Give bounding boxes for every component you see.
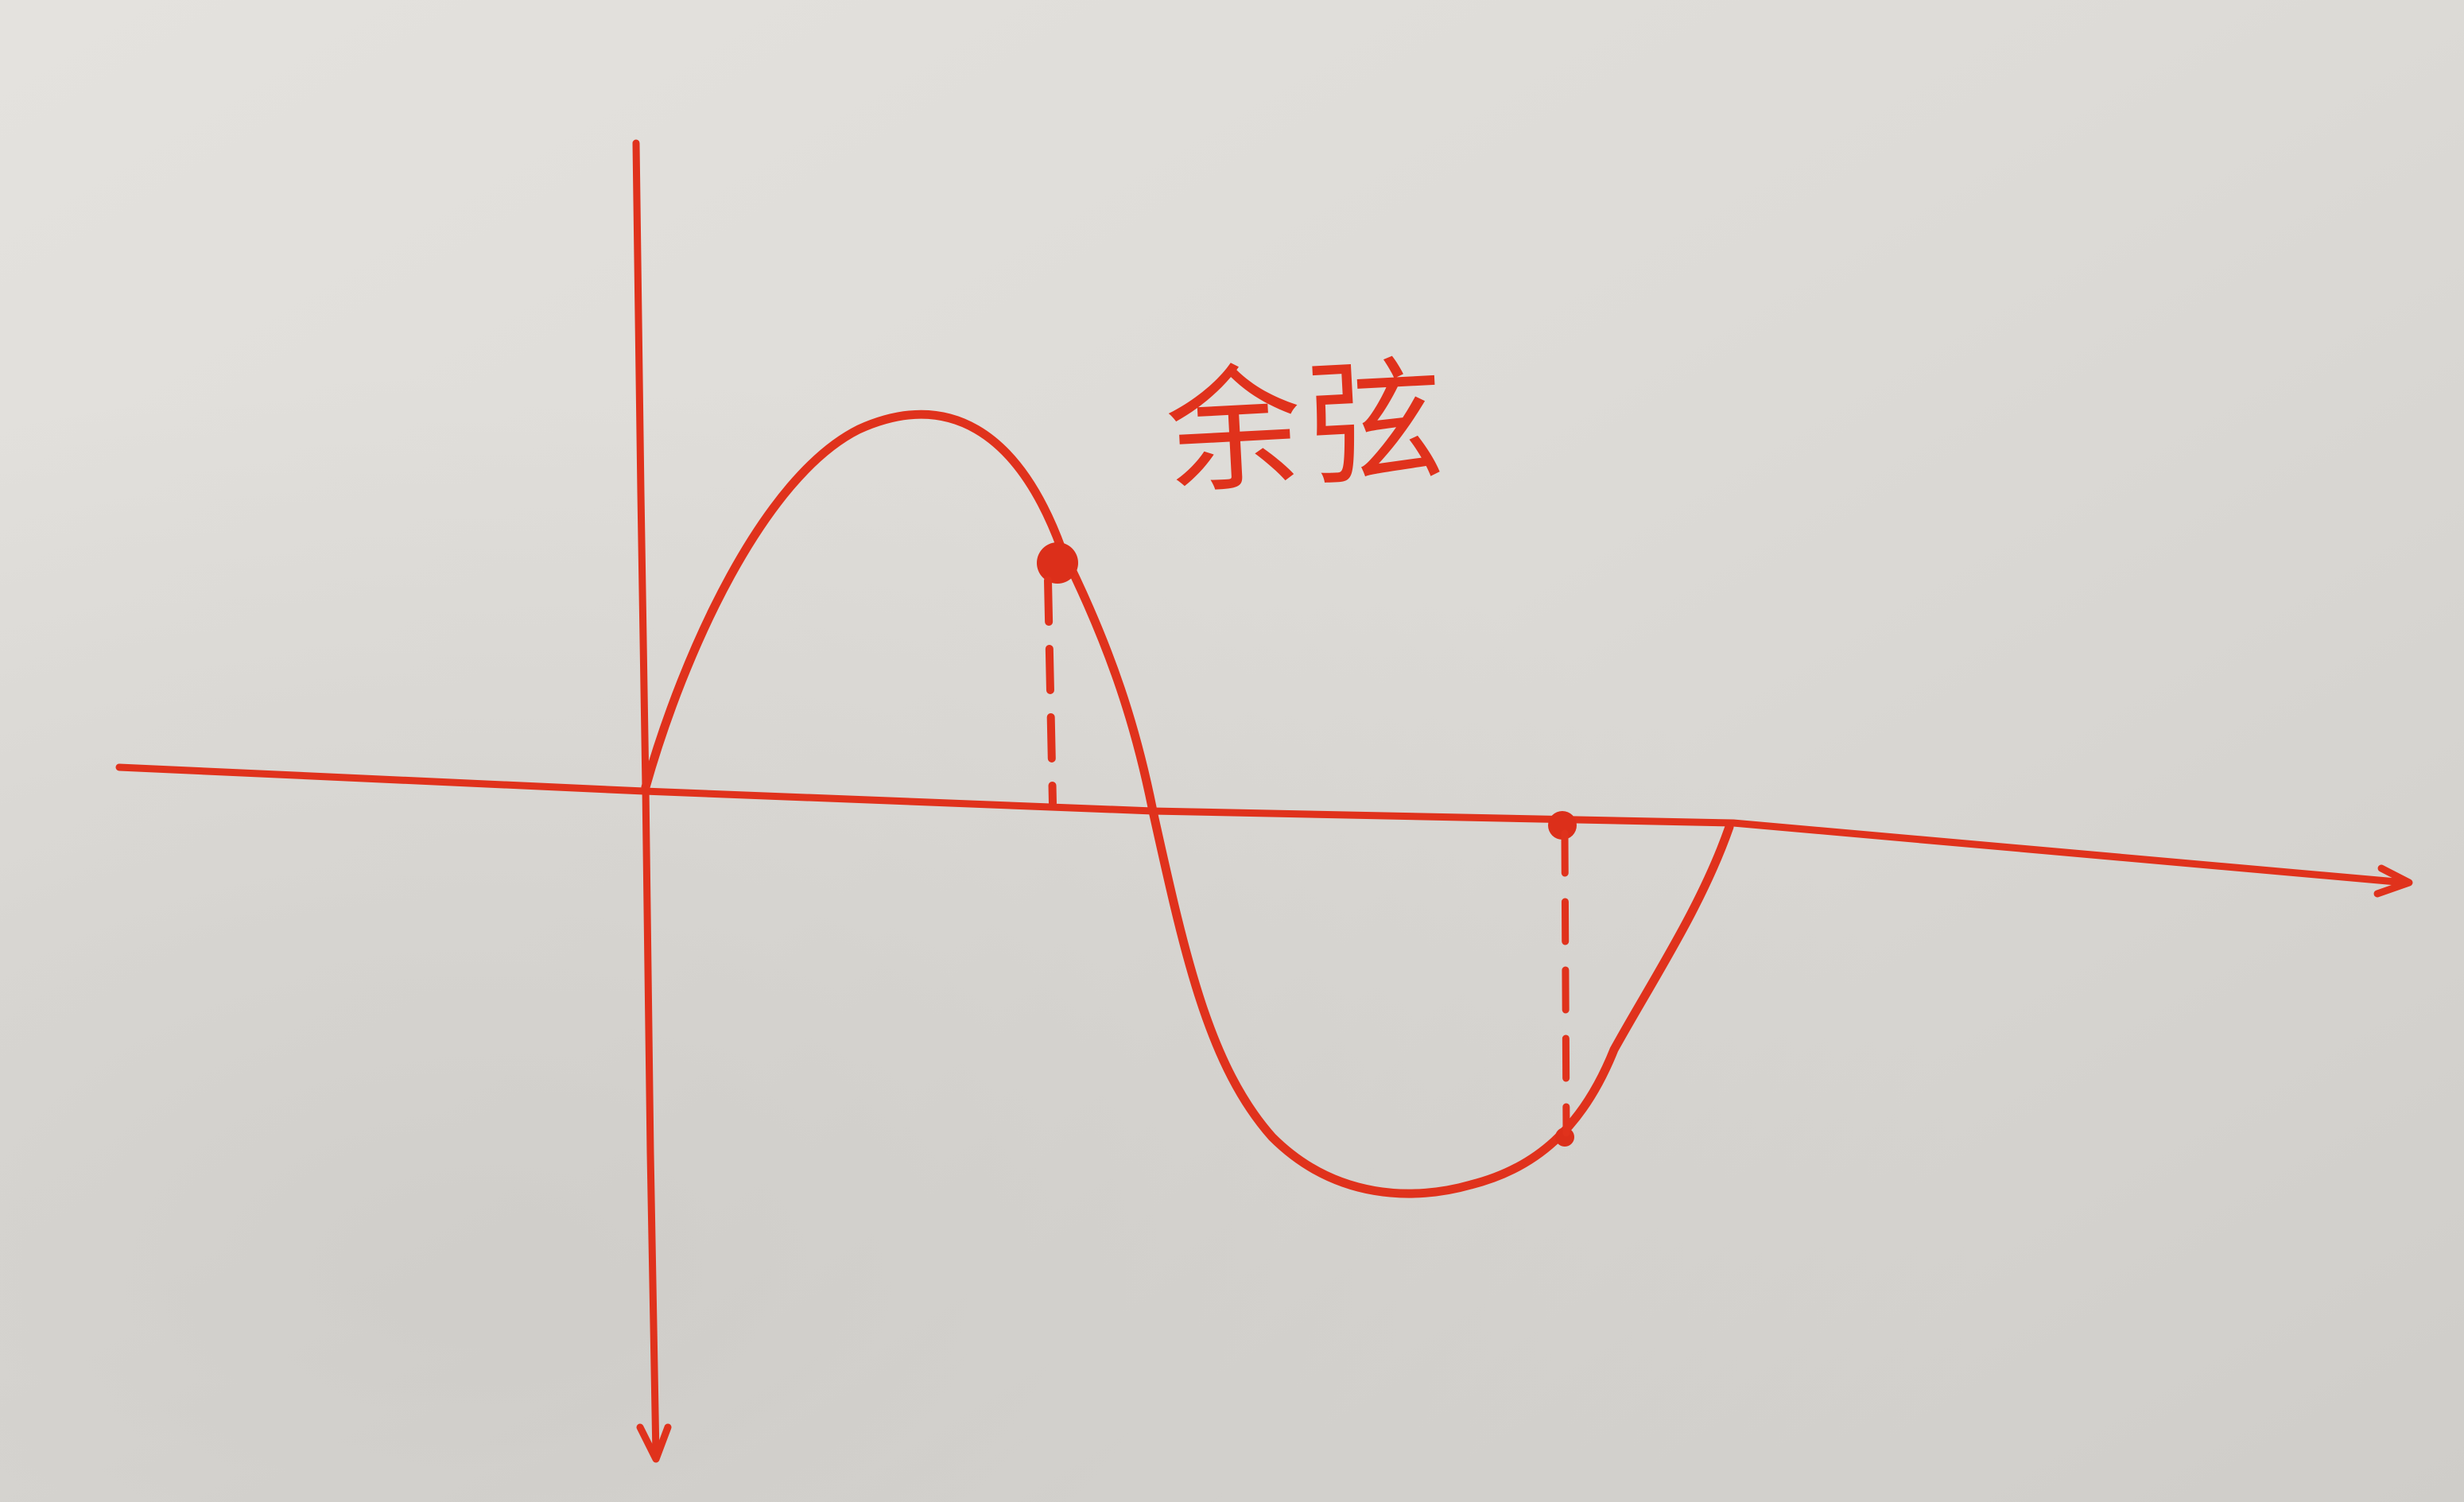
dashed-guide-right — [1561, 829, 1570, 1137]
wave-curve — [641, 409, 1734, 1198]
point-on-descending-curve — [1037, 542, 1078, 584]
point-on-axis — [1548, 811, 1577, 840]
x-axis-arrowhead — [2373, 864, 2413, 898]
handwritten-label: 余弦 — [1162, 342, 1453, 514]
dashed-guide-left — [1044, 576, 1057, 807]
y-axis-arrowhead — [636, 1423, 672, 1463]
